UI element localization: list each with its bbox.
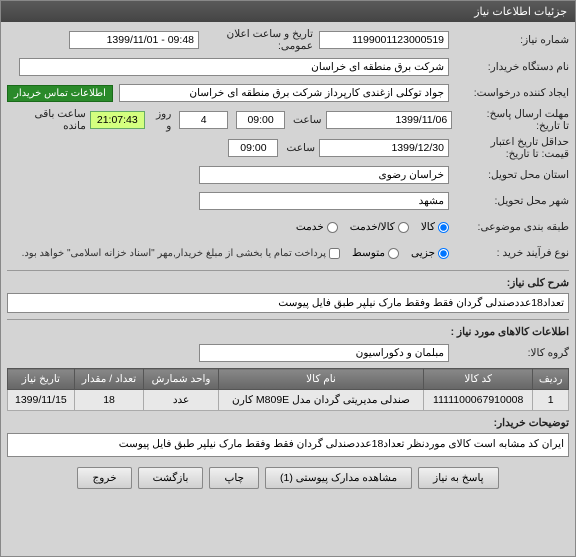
checkbox-input[interactable] <box>329 248 340 259</box>
announce-field: 09:48 - 1399/11/01 <box>69 31 199 49</box>
city-label: شهر محل تحویل: <box>449 195 569 207</box>
td-5: 1399/11/15 <box>8 390 75 411</box>
window: جزئیات اطلاعات نیاز شماره نیاز: 11990011… <box>0 0 576 557</box>
timer: 21:07:43 <box>90 111 145 129</box>
need-number-field: 1199001123000519 <box>319 31 449 49</box>
reply-button[interactable]: پاسخ به نیاز <box>418 467 498 489</box>
creator-label: ایجاد کننده درخواست: <box>449 87 569 99</box>
radio-kala-input[interactable] <box>438 222 449 233</box>
valid-date-field: 1399/12/30 <box>319 139 449 157</box>
separator-1 <box>7 270 569 271</box>
radio-motavaset-input[interactable] <box>388 248 399 259</box>
td-0: 1 <box>533 390 569 411</box>
province-label: استان محل تحویل: <box>449 169 569 181</box>
desc-section-label: شرح کلی نیاز: <box>7 277 569 289</box>
deadline-time-field: 09:00 <box>236 111 285 129</box>
td-3: عدد <box>144 390 219 411</box>
deadline-label: مهلت ارسال پاسخ: تا تاریخ: <box>452 108 569 132</box>
process-radio-motavaset[interactable]: متوسط <box>352 247 399 259</box>
print-button[interactable]: چاپ <box>209 467 259 489</box>
buyer-desc-label: توضیحات خریدار: <box>7 417 569 429</box>
group-field: مبلمان و دکوراسیون <box>199 344 449 362</box>
buyer-org-field: شرکت برق منطقه ای خراسان <box>19 58 449 76</box>
city-field: مشهد <box>199 192 449 210</box>
separator-2 <box>7 319 569 320</box>
budget-radio-khedmat[interactable]: خدمت <box>296 221 338 233</box>
th-1: کد کالا <box>424 369 533 390</box>
contact-info-button[interactable]: اطلاعات تماس خریدار <box>7 85 113 102</box>
radio-kalakh-input[interactable] <box>398 222 409 233</box>
td-1: 1111100067910008 <box>424 390 533 411</box>
titlebar: جزئیات اطلاعات نیاز <box>1 1 575 22</box>
radio-jozi-input[interactable] <box>438 248 449 259</box>
need-number-label: شماره نیاز: <box>449 34 569 46</box>
valid-time-field: 09:00 <box>228 139 278 157</box>
announce-label: تاریخ و ساعت اعلان عمومی: <box>199 28 319 52</box>
back-button[interactable]: بازگشت <box>138 467 204 489</box>
goods-section-label: اطلاعات کالاهای مورد نیاز : <box>7 326 569 338</box>
remain-label: ساعت باقی مانده <box>7 108 90 132</box>
process-radio-group: جزیی متوسط پرداخت تمام یا بخشی از مبلغ خ… <box>22 247 449 259</box>
budget-radio-group: کالا کالا/خدمت خدمت <box>296 221 449 233</box>
table-header-row: ردیف کد کالا نام کالا واحد شمارش تعداد /… <box>8 369 569 390</box>
th-3: واحد شمارش <box>144 369 219 390</box>
radio-khedmat-input[interactable] <box>327 222 338 233</box>
td-2: صندلی مدیریتی گردان مدل M809E کارن <box>218 390 423 411</box>
th-2: نام کالا <box>218 369 423 390</box>
rooz-label: روز و <box>145 108 176 132</box>
saat-label-1: ساعت <box>289 114 326 126</box>
desc-field: تعداد18عددصندلی گردان فقط وفقط مارک نیلپ… <box>7 293 569 313</box>
content: شماره نیاز: 1199001123000519 تاریخ و ساع… <box>1 22 575 495</box>
table-row[interactable]: 1 1111100067910008 صندلی مدیریتی گردان م… <box>8 390 569 411</box>
days-field: 4 <box>179 111 228 129</box>
group-label: گروه کالا: <box>449 347 569 359</box>
footer: پاسخ به نیاز مشاهده مدارک پیوستی (1) چاپ… <box>7 467 569 489</box>
th-4: تعداد / مقدار <box>74 369 144 390</box>
exit-button[interactable]: خروج <box>77 467 131 489</box>
td-4: 18 <box>74 390 144 411</box>
saat-label-2: ساعت <box>282 142 319 154</box>
valid-label: حداقل تاریخ اعتبار قیمت: تا تاریخ: <box>449 136 569 160</box>
creator-field: جواد توکلی ازغندی کارپرداز شرکت برق منطق… <box>119 84 449 102</box>
budget-radio-kalakh[interactable]: کالا/خدمت <box>350 221 409 233</box>
process-checkbox[interactable]: پرداخت تمام یا بخشی از مبلغ خریدار,مهر "… <box>22 248 340 259</box>
th-0: ردیف <box>533 369 569 390</box>
process-label: نوع فرآیند خرید : <box>449 247 569 259</box>
th-5: تاریخ نیاز <box>8 369 75 390</box>
budget-radio-kala[interactable]: کالا <box>421 221 449 233</box>
attachments-button[interactable]: مشاهده مدارک پیوستی (1) <box>265 467 412 489</box>
process-radio-jozi[interactable]: جزیی <box>411 247 449 259</box>
budget-label: طبقه بندی موضوعی: <box>449 221 569 233</box>
deadline-date-field: 1399/11/06 <box>326 111 453 129</box>
buyer-desc-field: ایران کد مشابه است کالای موردنظر تعداد18… <box>7 433 569 457</box>
goods-table: ردیف کد کالا نام کالا واحد شمارش تعداد /… <box>7 368 569 411</box>
buyer-org-label: نام دستگاه خریدار: <box>449 61 569 73</box>
province-field: خراسان رضوی <box>199 166 449 184</box>
